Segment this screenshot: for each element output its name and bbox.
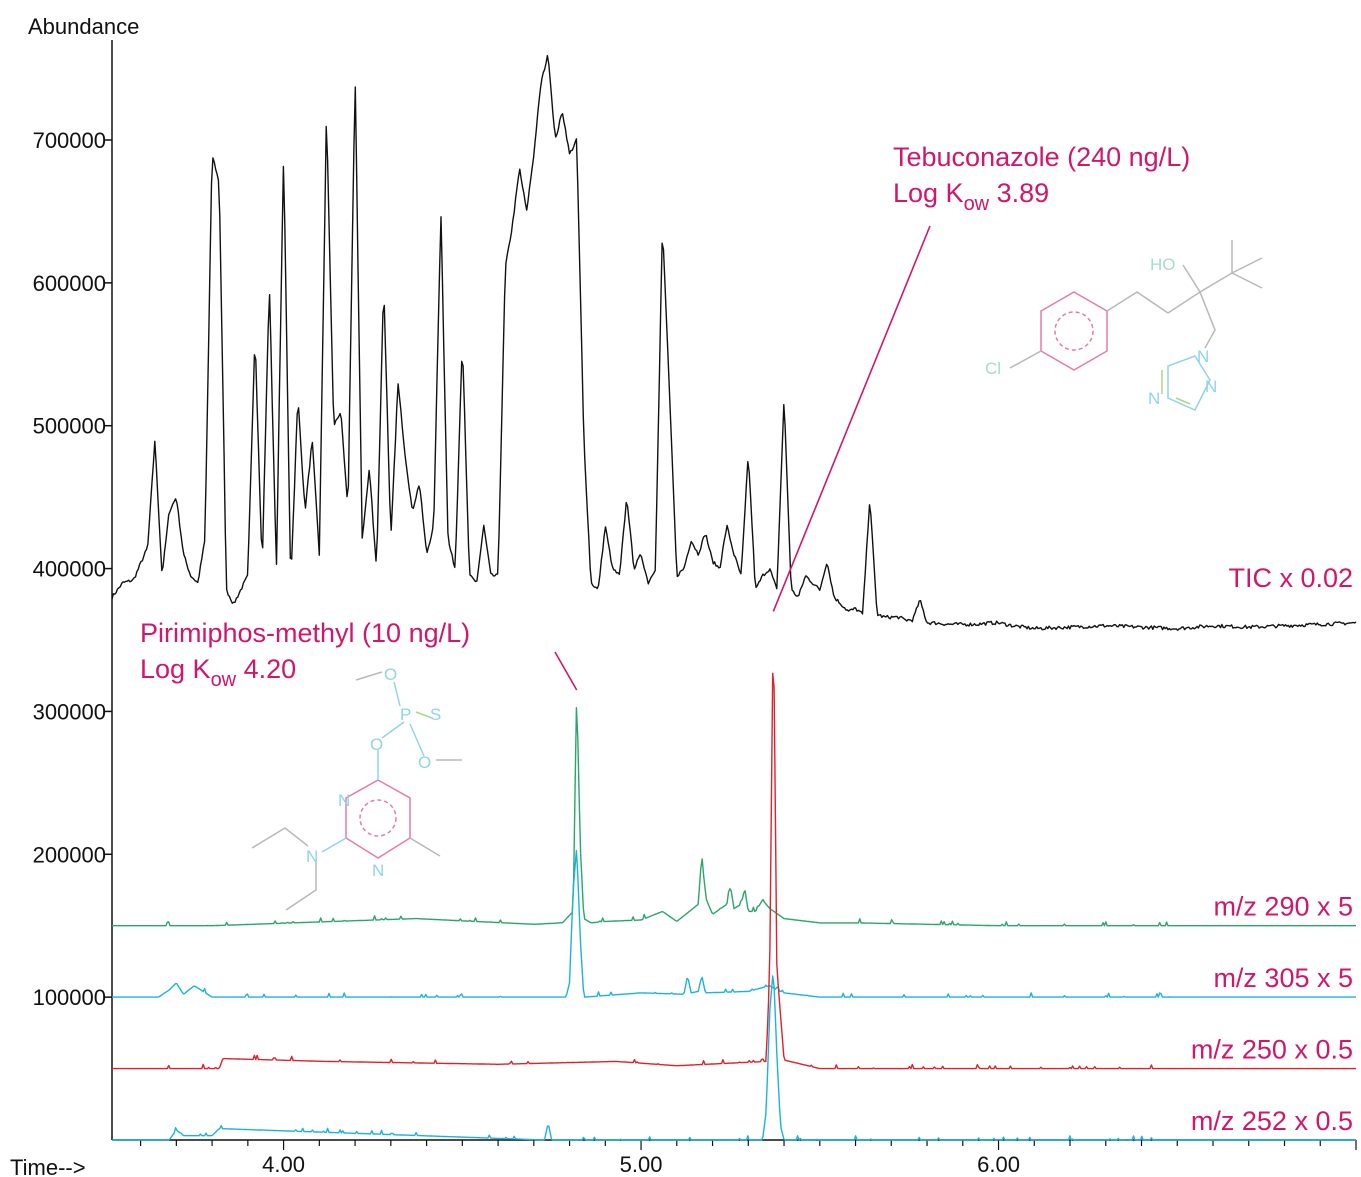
pirim-atom-s: S bbox=[430, 705, 441, 724]
tebuconazole-structure bbox=[1009, 240, 1263, 411]
tebu-atom-ho: HO bbox=[1150, 255, 1176, 274]
pirim-po-right bbox=[409, 723, 425, 757]
pirim-atom-o-top: O bbox=[384, 665, 397, 684]
trace-label-mz305: m/z 305 x 5 bbox=[1213, 963, 1353, 993]
y-tick-label: 600000 bbox=[33, 271, 106, 296]
pirim-atom-labels: O P S O O N N N bbox=[306, 665, 441, 880]
pirim-pyrimidine-ring bbox=[345, 779, 411, 859]
pirim-op-bond bbox=[381, 721, 405, 739]
annotation-tebu-name: Tebuconazole (240 ng/L) bbox=[893, 142, 1190, 172]
tebu-atom-labels: Cl HO N N N bbox=[985, 255, 1217, 408]
tebu-oh-bond bbox=[1182, 264, 1201, 293]
annotation-tebu-leader bbox=[772, 225, 931, 612]
pirim-ps-bond bbox=[415, 711, 433, 719]
x-tick-label: 5.00 bbox=[620, 1152, 663, 1177]
trace-mz305 bbox=[112, 849, 1356, 998]
pirimiphos-structure bbox=[251, 671, 462, 911]
y-axis-title: Abundance bbox=[28, 14, 139, 39]
pirim-n-bond bbox=[321, 837, 347, 853]
pirim-ethyl-2 bbox=[285, 862, 317, 911]
ticks: 100000 200000 300000 400000 500000 600000 7000… bbox=[33, 128, 1357, 1177]
trace-label-mz290: m/z 290 x 5 bbox=[1213, 892, 1353, 922]
trace-mz250 bbox=[112, 672, 1356, 1070]
y-tick-label: 200000 bbox=[33, 842, 106, 867]
pirim-atom-o-left: O bbox=[370, 735, 383, 754]
y-tick-label: 400000 bbox=[33, 557, 106, 582]
x-tick-label: 6.00 bbox=[977, 1152, 1020, 1177]
tebu-tbutyl-b bbox=[1231, 257, 1263, 274]
y-tick-label: 300000 bbox=[33, 699, 106, 724]
pirim-methyl-top bbox=[355, 671, 383, 681]
y-tick-label: 100000 bbox=[33, 985, 106, 1010]
tebu-phenyl-ring bbox=[1040, 291, 1108, 371]
tebu-triazole bbox=[1167, 355, 1211, 411]
trace-tic bbox=[111, 54, 1357, 631]
pirim-atom-n-amine: N bbox=[306, 847, 318, 866]
pirim-atom-n-ring1: N bbox=[338, 791, 350, 810]
annotations: Tebuconazole (240 ng/L) Log Kow 3.89 Pirim… bbox=[140, 142, 1190, 691]
tebu-chain bbox=[1106, 272, 1233, 314]
x-axis-title: Time--> bbox=[10, 1155, 86, 1177]
pirim-ring-methyl bbox=[409, 837, 441, 857]
y-tick-label: 500000 bbox=[33, 414, 106, 439]
annotation-tebu-logkow: Log Kow 3.89 bbox=[893, 178, 1049, 215]
tebu-cl-bond bbox=[1009, 350, 1042, 369]
pirim-ethyl-1 bbox=[251, 827, 309, 849]
trace-mz290 bbox=[112, 707, 1356, 927]
tebu-tbutyl-c bbox=[1231, 272, 1263, 289]
pirim-atom-n-ring2: N bbox=[372, 861, 384, 880]
tebu-atom-n2: N bbox=[1205, 377, 1217, 396]
tebu-aromatic-circle bbox=[1054, 311, 1094, 351]
annotation-pirim-name: Pirimiphos-methyl (10 ng/L) bbox=[140, 618, 470, 648]
tebu-atom-n1: N bbox=[1197, 347, 1209, 366]
tebu-ch2 bbox=[1199, 291, 1216, 349]
trace-label-mz250: m/z 250 x 0.5 bbox=[1191, 1035, 1353, 1065]
trace-label-mz252: m/z 252 x 0.5 bbox=[1191, 1106, 1353, 1136]
trace-label-tic: TIC x 0.02 bbox=[1228, 563, 1353, 593]
pirim-atom-o-right: O bbox=[418, 753, 431, 772]
y-tick-label: 700000 bbox=[33, 128, 106, 153]
traces bbox=[111, 54, 1357, 1141]
annotation-pirim-leader bbox=[554, 651, 578, 691]
tebu-atom-cl: Cl bbox=[985, 359, 1001, 378]
tebu-triazole-double-2 bbox=[1175, 397, 1191, 405]
x-tick-label: 4.00 bbox=[262, 1152, 305, 1177]
trace-mz252 bbox=[112, 975, 1356, 1141]
trace-labels: TIC x 0.02 m/z 290 x 5 m/z 305 x 5 m/z 250 … bbox=[1191, 563, 1353, 1136]
pirim-aromatic-circle bbox=[359, 799, 397, 837]
tebu-atom-n3: N bbox=[1148, 389, 1160, 408]
pirim-po-top bbox=[393, 681, 401, 707]
pirim-atom-p: P bbox=[400, 705, 411, 724]
annotation-pirim-logkow: Log Kow 4.20 bbox=[140, 654, 296, 691]
